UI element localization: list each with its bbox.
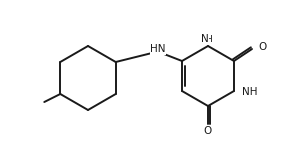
Text: NH: NH (242, 87, 258, 97)
Text: HN: HN (150, 44, 166, 54)
Text: N: N (201, 34, 209, 44)
Text: H: H (206, 34, 212, 44)
Text: O: O (204, 126, 212, 136)
Text: O: O (258, 42, 266, 52)
